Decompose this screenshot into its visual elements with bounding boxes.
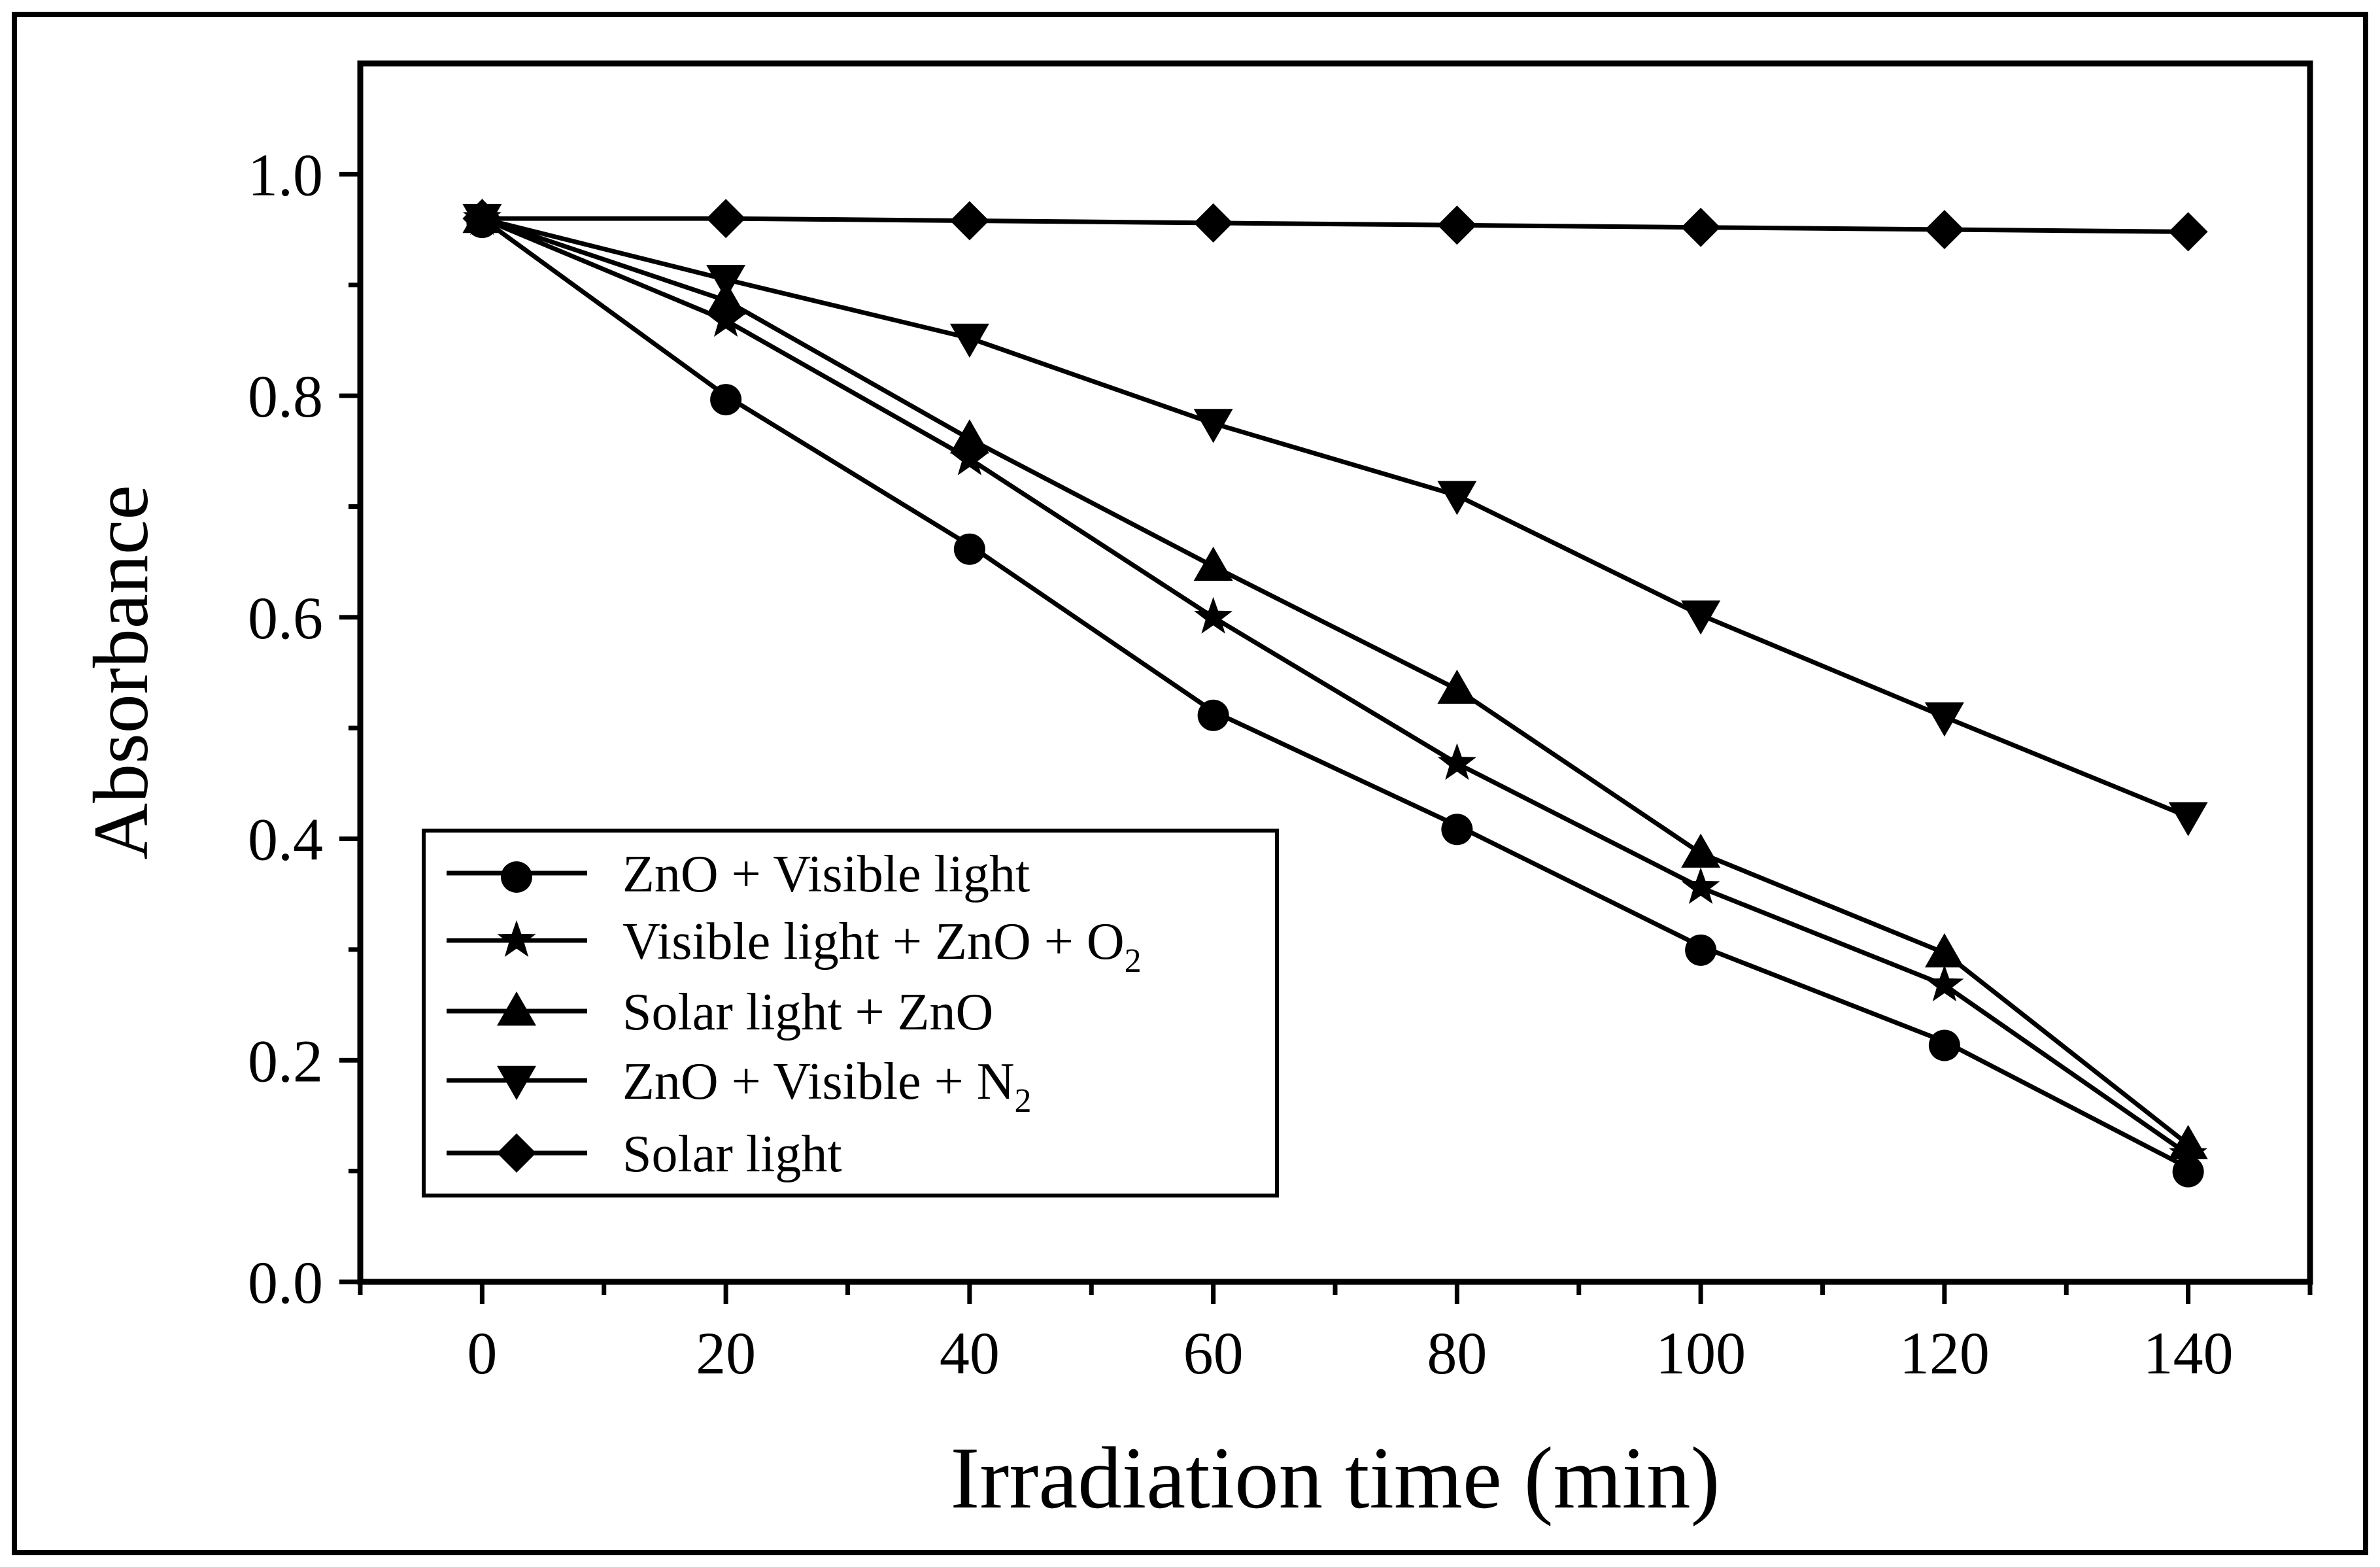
- data-point-circle: [1441, 814, 1473, 846]
- legend-label: Visible light + ZnO + O2: [622, 913, 1142, 980]
- legend-marker-star: [497, 920, 536, 957]
- y-tick-label: 1.0: [248, 141, 323, 208]
- legend-label: ZnO + Visible + N2: [622, 1053, 1032, 1120]
- data-point-circle: [1685, 934, 1717, 966]
- data-point-triangle-up: [1924, 933, 1964, 968]
- x-axis-tick-labels: 0 20 40 60 80 100 120 140: [467, 1320, 2233, 1386]
- legend-item: Solar light + ZnO: [447, 984, 993, 1041]
- data-point-triangle-up: [949, 419, 989, 454]
- data-point-diamond: [1681, 207, 1721, 247]
- data-point-triangle-down: [1437, 481, 1477, 515]
- data-point-triangle-up: [1437, 669, 1477, 704]
- data-point-circle: [953, 533, 985, 565]
- data-point-triangle-up: [1193, 546, 1233, 581]
- y-tick-label: 0.0: [248, 1249, 323, 1316]
- data-point-star: [1437, 743, 1476, 780]
- series-line: [481, 216, 2189, 819]
- x-tick-label: 0: [467, 1320, 497, 1386]
- x-axis-label: Irradiation time (min): [950, 1430, 1720, 1527]
- series-line: [481, 216, 2190, 1170]
- data-point-triangle-down: [1681, 600, 1721, 635]
- data-point-circle: [1197, 699, 1229, 731]
- y-tick-label: 0.6: [248, 585, 323, 651]
- y-tick-label: 0.2: [248, 1027, 323, 1094]
- data-point-diamond: [949, 201, 989, 241]
- x-axis-ticks: [358, 1282, 2313, 1304]
- series-layer: [462, 198, 2208, 1188]
- data-point-diamond: [1193, 203, 1233, 243]
- y-tick-label: 0.4: [248, 806, 323, 873]
- series-line: [482, 216, 2188, 234]
- data-point-star: [950, 438, 989, 475]
- legend-marker-diamond: [497, 1133, 536, 1173]
- legend-item: ZnO + Visible + N2: [447, 1053, 1032, 1120]
- y-axis-tick-labels: 0.0 0.2 0.4 0.6 0.8 1.0: [248, 141, 323, 1316]
- legend-label: Solar light: [622, 1126, 842, 1183]
- x-tick-label: 120: [1899, 1320, 1990, 1386]
- data-point-star: [1681, 867, 1720, 904]
- data-point-triangle-up: [1681, 833, 1721, 868]
- data-point-diamond: [706, 199, 746, 239]
- data-point-triangle-down: [1193, 409, 1233, 443]
- data-point-triangle-down: [2168, 802, 2208, 836]
- data-point-triangle-up: [2168, 1124, 2208, 1160]
- data-point-circle: [710, 384, 742, 416]
- legend-label: Solar light + ZnO: [622, 984, 993, 1041]
- x-tick-label: 100: [1656, 1320, 1746, 1386]
- legend-item: Solar light: [447, 1126, 842, 1183]
- y-axis-ticks: [339, 171, 360, 1284]
- x-tick-label: 80: [1427, 1320, 1487, 1386]
- series-diamond: [462, 199, 2208, 252]
- legend-item: ZnO + Visible light: [447, 846, 1030, 903]
- y-tick-label: 0.8: [248, 363, 323, 430]
- legend-item: Visible light + ZnO + O2: [447, 913, 1142, 980]
- figure-frame: [12, 12, 2368, 1555]
- data-point-diamond: [1437, 205, 1477, 245]
- y-axis-label: Absorbance: [77, 485, 164, 859]
- legend-marker-triangle-down: [497, 1065, 536, 1100]
- legend-marker-circle: [501, 861, 532, 893]
- data-point-triangle-down: [706, 265, 746, 300]
- data-point-circle: [1928, 1029, 1960, 1061]
- series-line: [481, 216, 2190, 1157]
- data-point-triangle-down: [949, 323, 989, 358]
- legend: ZnO + Visible light Visible light + ZnO +…: [422, 829, 1279, 1197]
- data-point-star: [706, 300, 745, 337]
- x-tick-label: 140: [2143, 1320, 2234, 1386]
- data-point-diamond: [462, 199, 502, 239]
- x-tick-label: 60: [1183, 1320, 1244, 1386]
- x-tick-label: 20: [696, 1320, 756, 1386]
- data-point-star: [1194, 596, 1233, 634]
- series-line: [481, 216, 2190, 1146]
- legend-marker-triangle-up: [497, 991, 536, 1026]
- data-point-triangle-down: [1924, 702, 1964, 737]
- legend-label: ZnO + Visible light: [622, 846, 1030, 903]
- data-point-star: [1925, 965, 1964, 1002]
- data-point-diamond: [2168, 212, 2208, 252]
- data-point-diamond: [1924, 210, 1964, 250]
- x-tick-label: 40: [940, 1320, 1000, 1386]
